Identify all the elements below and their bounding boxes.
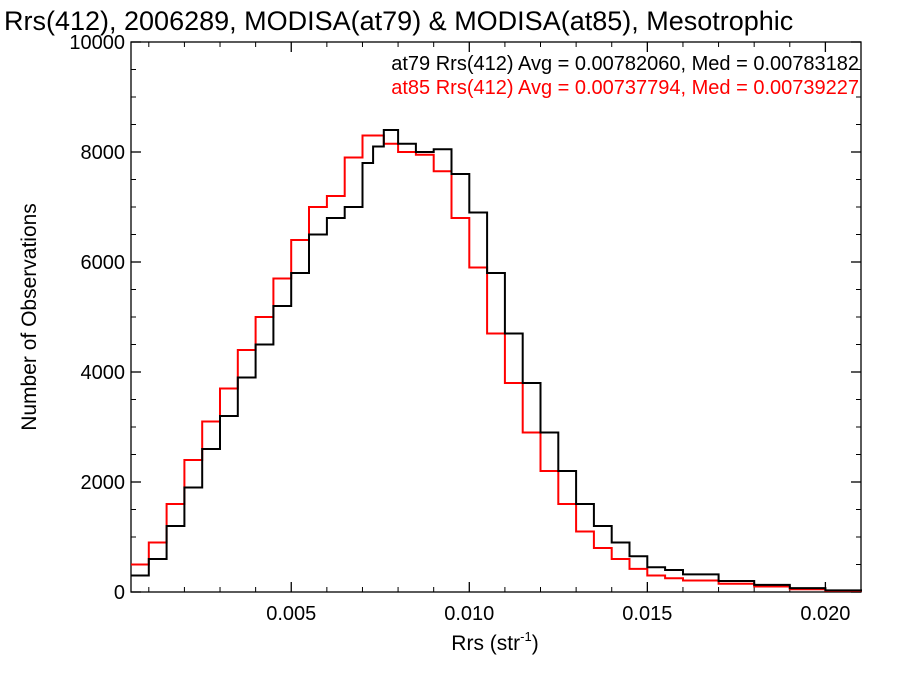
x-tick-label: 0.015 bbox=[622, 603, 672, 625]
x-axis-label-sup: -1 bbox=[520, 629, 532, 644]
plot-axes bbox=[130, 41, 862, 593]
x-tick-label: 0.020 bbox=[800, 603, 850, 625]
series-line-at85 bbox=[131, 134, 862, 592]
legend: at79 Rrs(412) Avg = 0.00782060, Med = 0.… bbox=[391, 53, 859, 99]
x-axis-label: Rrs (str-1) bbox=[451, 629, 538, 655]
y-tick-label: 4000 bbox=[81, 362, 126, 384]
x-axis-label-main: Rrs (str bbox=[451, 632, 520, 655]
y-tick-label: 0 bbox=[114, 582, 125, 604]
axis-ticks: 0.005 0.010 0.015 0.020 0 2000 4000 6000 8000 100… bbox=[69, 32, 861, 625]
series-layer bbox=[131, 129, 862, 592]
y-tick-label: 6000 bbox=[81, 252, 126, 274]
series-line-at79 bbox=[131, 129, 862, 592]
x-axis-label-close: ) bbox=[532, 632, 539, 655]
legend-entry-at85: at85 Rrs(412) Avg = 0.00737794, Med = 0.… bbox=[391, 77, 859, 99]
legend-entry-at79: at79 Rrs(412) Avg = 0.00782060, Med = 0.… bbox=[391, 53, 859, 75]
x-tick-label: 0.010 bbox=[444, 603, 494, 625]
y-axis-label: Number of Observations bbox=[18, 203, 41, 431]
plot-frame bbox=[130, 41, 862, 593]
y-tick-label: 10000 bbox=[69, 32, 125, 54]
chart-title: Rrs(412), 2006289, MODISA(at79) & MODISA… bbox=[4, 6, 793, 36]
y-tick-label: 8000 bbox=[81, 142, 126, 164]
y-tick-label: 2000 bbox=[81, 472, 126, 494]
x-tick-label: 0.005 bbox=[266, 603, 316, 625]
